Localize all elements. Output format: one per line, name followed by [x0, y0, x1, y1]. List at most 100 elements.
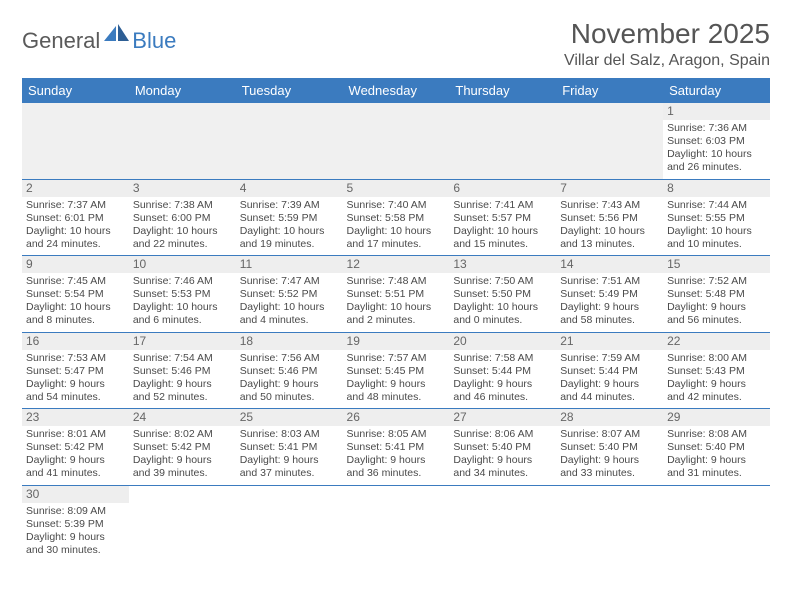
day-header: Thursday — [449, 78, 556, 103]
day-info: Sunrise: 7:37 AMSunset: 6:01 PMDaylight:… — [26, 199, 125, 252]
calendar-cell: 13 Sunrise: 7:50 AMSunset: 5:50 PMDayligh… — [449, 256, 556, 333]
calendar-cell — [236, 485, 343, 561]
day-info: Sunrise: 7:38 AMSunset: 6:00 PMDaylight:… — [133, 199, 232, 252]
calendar-cell — [556, 485, 663, 561]
calendar-cell — [22, 103, 129, 179]
day-number: 22 — [663, 333, 770, 350]
calendar-cell: 28Sunrise: 8:07 AMSunset: 5:40 PMDayligh… — [556, 409, 663, 486]
calendar-cell: 11 Sunrise: 7:47 AMSunset: 5:52 PMDayligh… — [236, 256, 343, 333]
day-info: Sunrise: 8:02 AMSunset: 5:42 PMDaylight:… — [133, 428, 232, 481]
day-number: 11 — [236, 256, 343, 273]
calendar-cell: 18Sunrise: 7:56 AMSunset: 5:46 PMDayligh… — [236, 332, 343, 409]
calendar-cell: 2 Sunrise: 7:37 AMSunset: 6:01 PMDaylight… — [22, 179, 129, 256]
day-info: Sunrise: 8:01 AMSunset: 5:42 PMDaylight:… — [26, 428, 125, 481]
day-number: 6 — [449, 180, 556, 197]
calendar-cell: 26 Sunrise: 8:05 AMSunset: 5:41 PMDayligh… — [343, 409, 450, 486]
day-header: Monday — [129, 78, 236, 103]
day-header: Friday — [556, 78, 663, 103]
calendar-cell — [343, 103, 450, 179]
calendar-row: 16Sunrise: 7:53 AMSunset: 5:47 PMDayligh… — [22, 332, 770, 409]
day-number: 27 — [449, 409, 556, 426]
location: Villar del Salz, Aragon, Spain — [564, 52, 770, 70]
day-number: 29 — [663, 409, 770, 426]
calendar-cell — [449, 485, 556, 561]
day-number: 9 — [22, 256, 129, 273]
calendar-cell: 6 Sunrise: 7:41 AMSunset: 5:57 PMDaylight… — [449, 179, 556, 256]
calendar-row: 23 Sunrise: 8:01 AMSunset: 5:42 PMDayligh… — [22, 409, 770, 486]
day-header: Tuesday — [236, 78, 343, 103]
calendar-table: SundayMondayTuesdayWednesdayThursdayFrid… — [22, 78, 770, 561]
day-info: Sunrise: 7:50 AMSunset: 5:50 PMDaylight:… — [453, 275, 552, 328]
day-number: 16 — [22, 333, 129, 350]
calendar-cell: 17 Sunrise: 7:54 AMSunset: 5:46 PMDayligh… — [129, 332, 236, 409]
calendar-cell: 27 Sunrise: 8:06 AMSunset: 5:40 PMDayligh… — [449, 409, 556, 486]
day-number: 3 — [129, 180, 236, 197]
day-number: 17 — [129, 333, 236, 350]
logo-text-blue: Blue — [132, 28, 176, 54]
calendar-cell: 10Sunrise: 7:46 AMSunset: 5:53 PMDayligh… — [129, 256, 236, 333]
calendar-cell: 9Sunrise: 7:45 AMSunset: 5:54 PMDaylight… — [22, 256, 129, 333]
calendar-cell: 23 Sunrise: 8:01 AMSunset: 5:42 PMDayligh… — [22, 409, 129, 486]
day-info: Sunrise: 7:44 AMSunset: 5:55 PMDaylight:… — [667, 199, 766, 252]
day-number: 5 — [343, 180, 450, 197]
day-header: Sunday — [22, 78, 129, 103]
calendar-cell: 12 Sunrise: 7:48 AMSunset: 5:51 PMDayligh… — [343, 256, 450, 333]
day-info: Sunrise: 7:46 AMSunset: 5:53 PMDaylight:… — [133, 275, 232, 328]
day-info: Sunrise: 8:00 AMSunset: 5:43 PMDaylight:… — [667, 352, 766, 405]
calendar-cell — [236, 103, 343, 179]
calendar-cell — [449, 103, 556, 179]
calendar-cell: 20 Sunrise: 7:58 AMSunset: 5:44 PMDayligh… — [449, 332, 556, 409]
day-info: Sunrise: 8:07 AMSunset: 5:40 PMDaylight:… — [560, 428, 659, 481]
day-number: 26 — [343, 409, 450, 426]
day-info: Sunrise: 7:39 AMSunset: 5:59 PMDaylight:… — [240, 199, 339, 252]
day-info: Sunrise: 7:57 AMSunset: 5:45 PMDaylight:… — [347, 352, 446, 405]
calendar-row: 2 Sunrise: 7:37 AMSunset: 6:01 PMDaylight… — [22, 179, 770, 256]
logo-text-general: General — [22, 28, 100, 54]
calendar-cell: 5Sunrise: 7:40 AMSunset: 5:58 PMDaylight… — [343, 179, 450, 256]
calendar-cell: 4 Sunrise: 7:39 AMSunset: 5:59 PMDaylight… — [236, 179, 343, 256]
calendar-cell — [129, 485, 236, 561]
calendar-cell: 29 Sunrise: 8:08 AMSunset: 5:40 PMDayligh… — [663, 409, 770, 486]
day-number: 12 — [343, 256, 450, 273]
day-number: 2 — [22, 180, 129, 197]
day-info: Sunrise: 7:43 AMSunset: 5:56 PMDaylight:… — [560, 199, 659, 252]
day-number: 18 — [236, 333, 343, 350]
calendar-cell: 22 Sunrise: 8:00 AMSunset: 5:43 PMDayligh… — [663, 332, 770, 409]
header: General Blue November 2025 Villar del Sa… — [22, 18, 770, 70]
day-info: Sunrise: 8:06 AMSunset: 5:40 PMDaylight:… — [453, 428, 552, 481]
day-info: Sunrise: 7:41 AMSunset: 5:57 PMDaylight:… — [453, 199, 552, 252]
title-block: November 2025 Villar del Salz, Aragon, S… — [564, 18, 770, 70]
calendar-cell: 30Sunrise: 8:09 AMSunset: 5:39 PMDayligh… — [22, 485, 129, 561]
day-info: Sunrise: 8:08 AMSunset: 5:40 PMDaylight:… — [667, 428, 766, 481]
day-info: Sunrise: 7:54 AMSunset: 5:46 PMDaylight:… — [133, 352, 232, 405]
day-number: 20 — [449, 333, 556, 350]
day-number: 23 — [22, 409, 129, 426]
calendar-cell: 1 Sunrise: 7:36 AMSunset: 6:03 PMDaylight… — [663, 103, 770, 179]
calendar-row: 30Sunrise: 8:09 AMSunset: 5:39 PMDayligh… — [22, 485, 770, 561]
calendar-cell — [129, 103, 236, 179]
day-info: Sunrise: 7:47 AMSunset: 5:52 PMDaylight:… — [240, 275, 339, 328]
day-number: 30 — [22, 486, 129, 503]
calendar-cell: 21Sunrise: 7:59 AMSunset: 5:44 PMDayligh… — [556, 332, 663, 409]
day-info: Sunrise: 7:48 AMSunset: 5:51 PMDaylight:… — [347, 275, 446, 328]
day-info: Sunrise: 7:58 AMSunset: 5:44 PMDaylight:… — [453, 352, 552, 405]
calendar-cell: 7Sunrise: 7:43 AMSunset: 5:56 PMDaylight… — [556, 179, 663, 256]
calendar-cell: 25 Sunrise: 8:03 AMSunset: 5:41 PMDayligh… — [236, 409, 343, 486]
calendar-row: 9Sunrise: 7:45 AMSunset: 5:54 PMDaylight… — [22, 256, 770, 333]
day-info: Sunrise: 7:59 AMSunset: 5:44 PMDaylight:… — [560, 352, 659, 405]
day-number: 25 — [236, 409, 343, 426]
calendar-cell: 15Sunrise: 7:52 AMSunset: 5:48 PMDayligh… — [663, 256, 770, 333]
calendar-cell: 14Sunrise: 7:51 AMSunset: 5:49 PMDayligh… — [556, 256, 663, 333]
day-number: 1 — [663, 103, 770, 120]
day-number: 8 — [663, 180, 770, 197]
day-number: 19 — [343, 333, 450, 350]
day-info: Sunrise: 8:03 AMSunset: 5:41 PMDaylight:… — [240, 428, 339, 481]
day-info: Sunrise: 7:36 AMSunset: 6:03 PMDaylight:… — [667, 122, 766, 175]
calendar-cell: 3 Sunrise: 7:38 AMSunset: 6:00 PMDaylight… — [129, 179, 236, 256]
day-info: Sunrise: 8:05 AMSunset: 5:41 PMDaylight:… — [347, 428, 446, 481]
day-number: 13 — [449, 256, 556, 273]
day-number: 15 — [663, 256, 770, 273]
sail-icon — [104, 24, 130, 47]
logo: General Blue — [22, 24, 176, 57]
day-number: 4 — [236, 180, 343, 197]
